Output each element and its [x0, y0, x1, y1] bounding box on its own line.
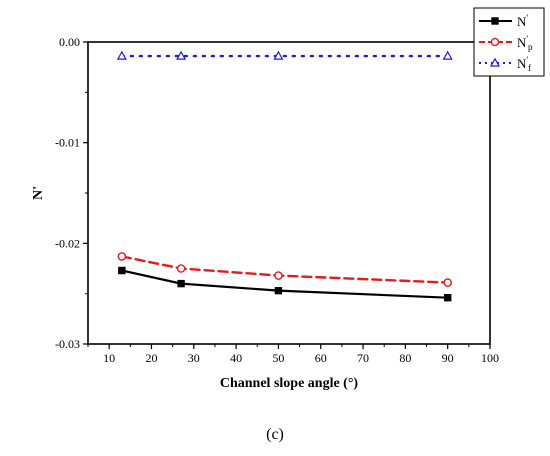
legend-marker — [489, 57, 501, 67]
x-tick-label: 60 — [315, 351, 327, 365]
legend-marker — [491, 17, 499, 25]
figure-caption: (c) — [266, 426, 284, 443]
data-point — [117, 252, 127, 261]
x-tick-label: 70 — [357, 351, 369, 365]
series-layer — [116, 50, 453, 302]
y-tick-label: 0.00 — [59, 35, 80, 49]
data-point — [274, 271, 283, 280]
data-point — [176, 264, 186, 273]
x-tick-label: 40 — [230, 351, 242, 365]
plot-frame-rect — [87, 41, 491, 345]
y-tick-label: -0.03 — [55, 337, 80, 351]
axis-ticks: 10 20 30 40 50 60 70 80 90 100 0.00 -0.01 -0.02 -0.03 — [55, 35, 499, 365]
legend: N'N'pN'f — [473, 7, 545, 77]
data-point — [442, 50, 453, 60]
data-point — [118, 266, 126, 275]
x-tick-label: 50 — [272, 351, 284, 365]
data-point — [443, 293, 452, 302]
data-point — [443, 278, 452, 287]
x-tick-label: 20 — [145, 351, 157, 365]
series-line — [120, 255, 449, 284]
y-axis-title: N' — [31, 186, 46, 200]
x-tick-label: 80 — [399, 351, 411, 365]
series-1 — [118, 266, 452, 302]
data-point — [274, 286, 283, 295]
series-3 — [116, 50, 453, 60]
data-point — [273, 50, 284, 60]
plot-frame — [87, 41, 491, 345]
data-point — [177, 279, 185, 288]
data-point — [116, 50, 127, 60]
legend-label: N'f — [517, 55, 531, 73]
legend-marker — [490, 37, 500, 47]
x-axis-title: Channel slope angle (°) — [220, 376, 359, 391]
x-tick-label: 30 — [188, 351, 200, 365]
series-2 — [117, 252, 452, 287]
legend-label: N' — [517, 13, 528, 29]
x-tick-label: 10 — [103, 351, 115, 365]
y-tick-label: -0.02 — [55, 236, 80, 250]
data-point — [176, 50, 187, 60]
y-tick-label: -0.01 — [55, 136, 80, 150]
x-tick-label: 100 — [481, 351, 499, 365]
x-tick-label: 90 — [442, 351, 454, 365]
series-line — [120, 269, 449, 299]
